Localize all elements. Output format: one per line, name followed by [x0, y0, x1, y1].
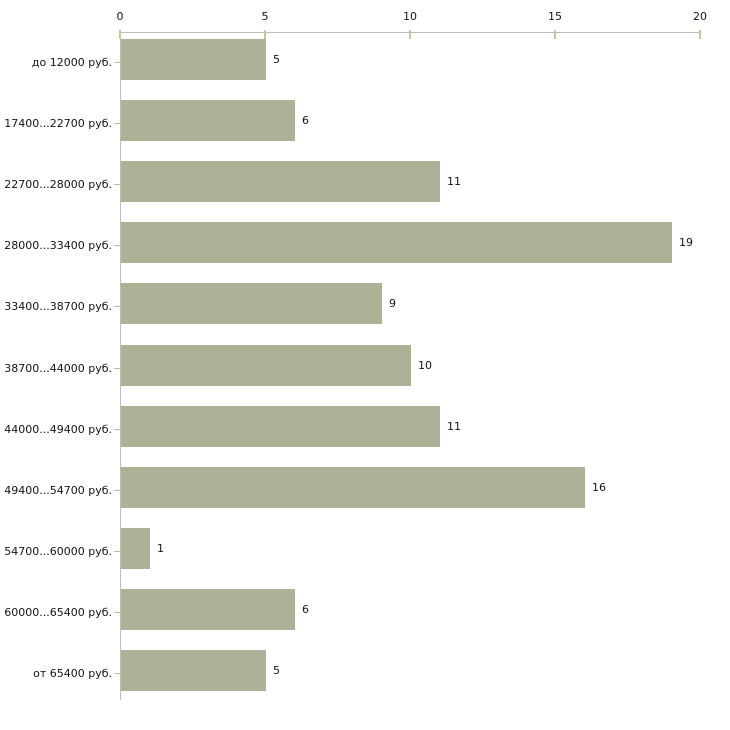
category-label: 49400...54700 руб.: [4, 483, 112, 497]
bar: [121, 344, 411, 386]
x-tick-label: 0: [116, 10, 124, 23]
x-tick-label: 20: [693, 10, 707, 23]
value-label: 5: [273, 53, 280, 66]
y-tick-mark: [114, 245, 120, 247]
y-tick-mark: [114, 123, 120, 125]
bar: [121, 588, 295, 630]
bar: [121, 222, 672, 264]
category-label: 28000...33400 руб.: [4, 239, 112, 253]
bar: [121, 283, 382, 325]
y-tick-mark: [114, 62, 120, 63]
x-tick-mark: [554, 30, 556, 39]
bar-row: до 12000 руб. 5: [0, 32, 730, 93]
value-label: 11: [447, 175, 461, 189]
category-label: 44000...49400 руб.: [4, 422, 112, 436]
y-tick-mark: [114, 489, 120, 491]
y-axis-line: [120, 32, 121, 700]
category-label: 60000...65400 руб.: [4, 605, 112, 619]
bar-row: 49400...54700 руб. 16: [0, 460, 730, 521]
category-label: до 12000 руб.: [31, 56, 112, 69]
x-tick-mark: [409, 30, 411, 39]
y-tick-mark: [114, 428, 120, 430]
value-label: 5: [273, 664, 280, 677]
x-tick-mark: [699, 30, 701, 39]
bar: [121, 466, 585, 508]
y-tick-mark: [114, 184, 120, 186]
bar: [121, 39, 266, 80]
bar-row: 54700...60000 руб. 1: [0, 521, 730, 582]
y-tick-mark: [114, 673, 120, 674]
y-tick-mark: [114, 550, 120, 552]
bar-row: 28000...33400 руб. 19: [0, 215, 730, 276]
x-tick-label: 10: [403, 10, 417, 23]
value-label: 10: [418, 358, 432, 372]
x-tick-mark: [264, 30, 266, 39]
category-label: от 65400 руб.: [33, 667, 112, 680]
bar: [121, 527, 150, 569]
bar: [121, 161, 440, 203]
x-tick-label: 15: [548, 10, 562, 23]
bar: [121, 405, 440, 447]
category-label: 33400...38700 руб.: [4, 300, 112, 314]
category-label: 54700...60000 руб.: [4, 544, 112, 558]
value-label: 6: [302, 602, 309, 616]
y-tick-mark: [114, 611, 120, 613]
category-label: 38700...44000 руб.: [4, 361, 112, 375]
bar-row: 17400...22700 руб. 6: [0, 93, 730, 154]
bar-row: 22700...28000 руб. 11: [0, 154, 730, 215]
bar-row: 60000...65400 руб. 6: [0, 582, 730, 643]
value-label: 16: [592, 480, 606, 494]
value-label: 9: [389, 297, 396, 311]
bar-row: 33400...38700 руб. 9: [0, 276, 730, 337]
category-label: 17400...22700 руб.: [4, 117, 112, 131]
value-label: 6: [302, 114, 309, 128]
x-tick-mark: [119, 30, 121, 39]
value-label: 11: [447, 419, 461, 433]
bar-row: 38700...44000 руб. 10: [0, 338, 730, 399]
value-label: 1: [157, 541, 164, 555]
bar: [121, 100, 295, 142]
x-tick-label: 5: [261, 10, 269, 23]
y-tick-mark: [114, 306, 120, 308]
value-label: 19: [679, 236, 693, 250]
y-tick-mark: [114, 367, 120, 369]
bar-row: 44000...49400 руб. 11: [0, 399, 730, 460]
category-label: 22700...28000 руб.: [4, 178, 112, 192]
bar-row: от 65400 руб. 5: [0, 643, 730, 704]
bar: [121, 650, 266, 691]
